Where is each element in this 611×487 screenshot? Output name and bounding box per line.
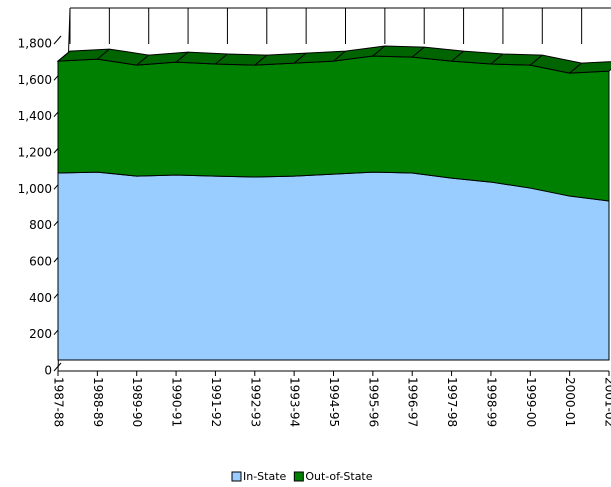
y-tick-label: 1,600 (18, 73, 52, 87)
legend-label: In-State (243, 470, 287, 483)
x-tick-label: 1998-99 (484, 377, 498, 427)
x-tick-label: 1999-00 (524, 377, 538, 427)
x-tick-label: 1996-97 (406, 377, 420, 427)
y-tick-label: 800 (29, 218, 52, 232)
y-tick-label: 1,800 (18, 37, 52, 51)
x-tick-label: 1990-91 (170, 377, 184, 427)
y-tick-label: 200 (29, 327, 52, 341)
area-top-edge (529, 54, 543, 66)
area-top-edge (293, 52, 307, 64)
x-tick-label: 1991-92 (209, 377, 223, 427)
area-top-edge (411, 46, 425, 58)
x-tick-label: 1997-98 (445, 377, 459, 427)
area-top-edge (57, 50, 71, 62)
x-tick-label: 1995-96 (366, 377, 380, 427)
area-top-edge (372, 45, 386, 57)
y-tick-label: 1,400 (18, 109, 52, 123)
y-tick-label: 0 (44, 364, 52, 378)
legend-swatch (231, 471, 242, 482)
y-tick (53, 362, 62, 372)
y-tick-label: 1,000 (18, 182, 52, 196)
x-tick-label: 1992-93 (248, 377, 262, 427)
area-top-edge (254, 54, 268, 66)
x-tick-label: 1993-94 (288, 377, 302, 427)
x-tick-label: 2001-02 (603, 377, 611, 427)
area-top-edge (97, 48, 110, 60)
y-tick (53, 35, 62, 45)
legend-swatch (293, 471, 304, 482)
area-top-edge (175, 51, 189, 63)
x-tick-label: 1988-89 (91, 377, 105, 427)
y-tick-label: 400 (29, 291, 52, 305)
x-tick-label: 1989-90 (130, 377, 144, 427)
x-tick-label: 2000-01 (563, 377, 577, 427)
x-tick-label: 1994-95 (327, 377, 341, 427)
area-top-edge (215, 53, 228, 65)
area-top-edge (333, 50, 346, 62)
area-top-edge (451, 50, 464, 62)
y-tick-label: 600 (29, 255, 52, 269)
area-top-edge (490, 53, 504, 65)
area (57, 171, 610, 361)
legend: In-State Out-of-State (231, 470, 373, 483)
x-tick-label: 1987-88 (52, 377, 66, 427)
y-tick-label: 1,200 (18, 146, 52, 160)
area-top-edge (136, 54, 150, 66)
legend-label: Out-of-State (305, 470, 372, 483)
area-top-edge (569, 62, 582, 74)
